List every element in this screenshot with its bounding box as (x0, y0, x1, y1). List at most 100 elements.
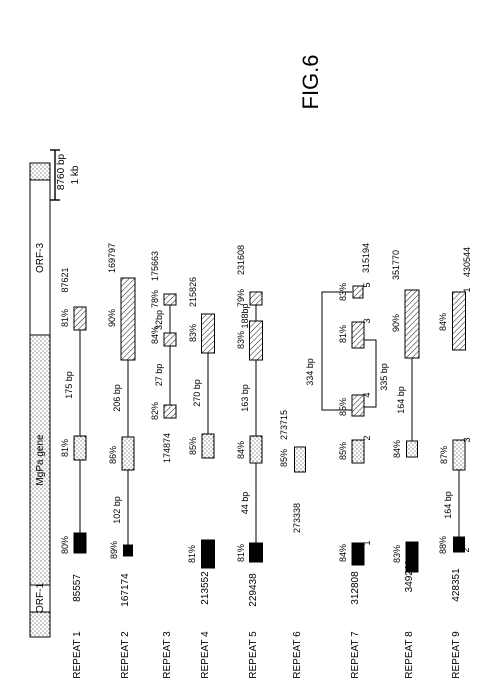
start-position: 167174 (120, 573, 131, 607)
identity-pct: 87% (439, 446, 449, 464)
repeat-label: REPEAT 9 (451, 631, 462, 679)
start-position: 273338 (292, 503, 302, 533)
gap-length: 164 bp (443, 491, 453, 519)
repeat-row-2: REPEAT 2 167174 89% 102 bp 86% 206 bp 90% 16979… (107, 243, 136, 679)
repeat-label: REPEAT 3 (162, 631, 173, 679)
scale-bar-label: 1 kb (70, 165, 81, 184)
black-block (123, 544, 133, 557)
black-block (249, 542, 263, 563)
genome-length-label: 8760 bp (56, 153, 67, 190)
identity-pct: 84% (338, 544, 348, 562)
identity-pct: 81% (338, 325, 348, 343)
segment-number: 4 (362, 392, 372, 397)
end-position: 351770 (391, 250, 401, 280)
end-position: 169797 (107, 243, 117, 273)
repeat-label: REPEAT 1 (72, 631, 83, 679)
orf3-label: ORF-3 (35, 243, 46, 273)
scale-bar: 1 kb (50, 149, 81, 201)
segment-number: 3 (362, 318, 372, 323)
identity-pct: 90% (107, 309, 117, 327)
identity-pct: 81% (60, 309, 70, 327)
gap-length: 206 bp (112, 384, 122, 412)
dotted-block (406, 440, 418, 458)
gap-length: 164 bp (396, 386, 406, 414)
repeat-label: REPEAT 5 (248, 631, 259, 679)
identity-pct: 81% (187, 545, 197, 563)
identity-pct: 84% (236, 441, 246, 459)
identity-pct: 82% (150, 402, 160, 420)
gap-length: 102 bp (112, 496, 122, 524)
identity-pct: 88% (438, 536, 448, 554)
identity-pct: 89% (109, 541, 119, 559)
repeat-label: REPEAT 4 (200, 631, 211, 679)
dotted-block (452, 439, 466, 471)
dotted-block (121, 436, 135, 471)
segment-number: 2 (362, 435, 372, 440)
hatched-block (163, 293, 177, 306)
hatched-block (163, 404, 177, 419)
end-position: 430544 (462, 247, 472, 277)
bracket-line (321, 291, 352, 411)
repeat-label: REPEAT 2 (120, 631, 131, 679)
gene-bar-end (29, 162, 51, 181)
identity-pct: 78% (150, 290, 160, 308)
dotted-block (201, 433, 215, 459)
hatched-block (452, 291, 466, 351)
start-position: 213552 (200, 571, 211, 605)
dotted-block (73, 435, 87, 461)
segment-number: 2 (461, 547, 471, 552)
identity-pct: 83% (236, 331, 246, 349)
black-block (201, 539, 215, 569)
end-position: 175663 (150, 251, 160, 281)
identity-pct: 84% (438, 313, 448, 331)
gap-length: 188bp (240, 303, 250, 328)
hatched-block (249, 320, 263, 361)
start-position: 349211 (404, 559, 415, 592)
end-position: 215826 (188, 277, 198, 307)
gap-length: 27 bp (154, 364, 164, 387)
repeat-label: REPEAT 7 (350, 631, 361, 679)
figure-label: FIG.6 (298, 54, 323, 109)
gap-length: 175 bp (64, 371, 74, 399)
repeat-row-5: REPEAT 5 229438 81% 44 bp 84% 163 bp 83% 188bp7… (236, 245, 263, 679)
segment-number: 1 (362, 540, 372, 545)
hatched-block (201, 313, 215, 354)
gap-length: 44 bp (240, 492, 250, 515)
identity-pct: 86% (108, 446, 118, 464)
hatched-block (249, 291, 263, 306)
segment-number: 3 (462, 437, 472, 442)
hatched-block (163, 332, 177, 347)
orf1-label: ORF-1 (35, 583, 46, 613)
repeat-row-1: REPEAT 1 85557 80% 81% 175 bp 81% 87621 (60, 267, 87, 679)
start-position: 312808 (350, 571, 361, 605)
hatched-block (120, 277, 136, 361)
gap-length: 270 bp (192, 379, 202, 407)
identity-pct: 85% (188, 437, 198, 455)
gap-length: 163 bp (240, 384, 250, 412)
identity-pct: 81% (60, 439, 70, 457)
mgpa-label: MgPa gene (35, 434, 46, 486)
repeat-label: REPEAT 6 (292, 631, 303, 679)
identity-pct: 81% (236, 544, 246, 562)
start-position: 174874 (162, 433, 172, 463)
hatched-block (351, 321, 365, 349)
identity-pct: 80% (60, 536, 70, 554)
hatched-block (404, 289, 420, 359)
black-block (351, 542, 365, 566)
end-position: 231608 (236, 245, 246, 275)
hatched-block (352, 285, 364, 299)
dotted-block (351, 439, 365, 464)
repeat-label: REPEAT 8 (404, 631, 415, 679)
identity-pct: 85% (279, 449, 289, 467)
gene-bar: ORF-1 MgPa gene ORF-3 8760 bp (29, 153, 67, 638)
dotted-block (249, 435, 263, 464)
hatched-block (73, 306, 87, 331)
gap-length: 334 bp (305, 358, 315, 386)
identity-pct: 84% (150, 326, 160, 344)
identity-pct: 83% (188, 324, 198, 342)
start-position: 85557 (72, 574, 83, 602)
